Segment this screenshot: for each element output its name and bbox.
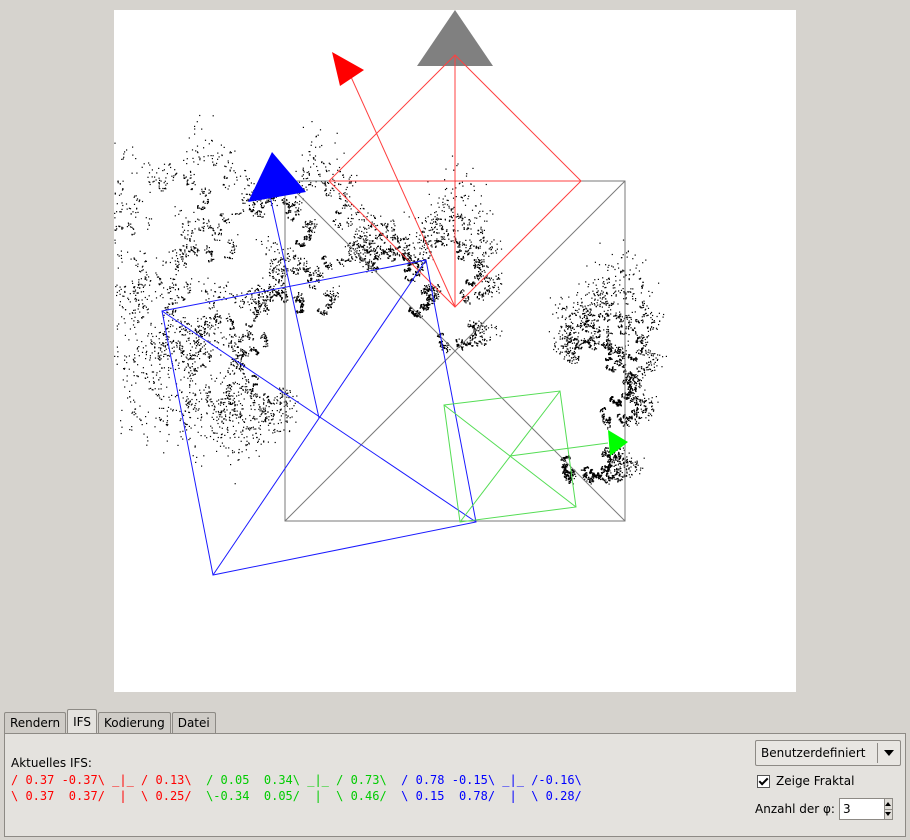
chevron-down-icon[interactable] bbox=[877, 743, 900, 763]
ifs-panel: Aktuelles IFS: / 0.37 -0.37\ _|_ / 0.13\… bbox=[4, 733, 906, 837]
tab-datei[interactable]: Datei bbox=[171, 712, 216, 733]
green-map-line-1: / 0.05 0.34\ _|_ / 0.73\ bbox=[206, 773, 387, 787]
show-fractal-checkbox[interactable] bbox=[757, 774, 770, 788]
green-map-frame bbox=[443, 390, 609, 523]
red-map-line-1: / 0.37 -0.37\ _|_ / 0.13\ bbox=[11, 773, 192, 787]
fractal-points bbox=[114, 114, 667, 485]
gray-handle-arrow[interactable] bbox=[417, 10, 493, 66]
blue-map-line-1: / 0.78 -0.15\ _|_ /-0.16\ bbox=[401, 773, 582, 787]
preset-dropdown[interactable]: Benutzerdefiniert bbox=[755, 740, 901, 766]
ifs-matrix-row-2: \ 0.37 0.37/ | \ 0.25/ \-0.34 0.05/ | \ … bbox=[11, 788, 582, 804]
phi-count-input[interactable] bbox=[839, 799, 884, 819]
tab-bar: Rendern IFS Kodierung Datei bbox=[4, 709, 217, 733]
phi-count-spinbox[interactable] bbox=[838, 798, 893, 820]
ifs-matrix-row-1: / 0.37 -0.37\ _|_ / 0.13\ / 0.05 0.34\ _… bbox=[11, 772, 582, 788]
fractal-canvas[interactable] bbox=[114, 10, 796, 692]
phi-count-row: Anzahl der φ: bbox=[755, 798, 893, 820]
fractal-drawing[interactable] bbox=[114, 10, 796, 692]
red-map-frame bbox=[328, 54, 582, 308]
tab-ifs[interactable]: IFS bbox=[67, 709, 97, 733]
tab-rendern[interactable]: Rendern bbox=[4, 712, 67, 733]
blue-map-frame bbox=[161, 195, 477, 576]
green-map-line-2: \-0.34 0.05/ | \ 0.46/ bbox=[206, 789, 387, 803]
blue-handle-arrow[interactable] bbox=[248, 152, 306, 202]
preset-dropdown-label: Benutzerdefiniert bbox=[761, 746, 866, 760]
blue-map-line-2: \ 0.15 0.78/ | \ 0.28/ bbox=[401, 789, 582, 803]
show-fractal-option[interactable]: Zeige Fraktal bbox=[757, 774, 854, 788]
tab-kodierung[interactable]: Kodierung bbox=[97, 712, 171, 733]
spin-up-icon[interactable] bbox=[884, 799, 892, 809]
current-ifs-label: Aktuelles IFS: bbox=[11, 756, 92, 770]
show-fractal-label: Zeige Fraktal bbox=[776, 774, 855, 788]
spin-down-icon[interactable] bbox=[884, 808, 892, 819]
red-handle-arrow[interactable] bbox=[332, 52, 364, 86]
phi-count-label: Anzahl der φ: bbox=[755, 802, 835, 816]
red-map-line-2: \ 0.37 0.37/ | \ 0.25/ bbox=[11, 789, 192, 803]
green-handle-arrow[interactable] bbox=[608, 430, 628, 456]
